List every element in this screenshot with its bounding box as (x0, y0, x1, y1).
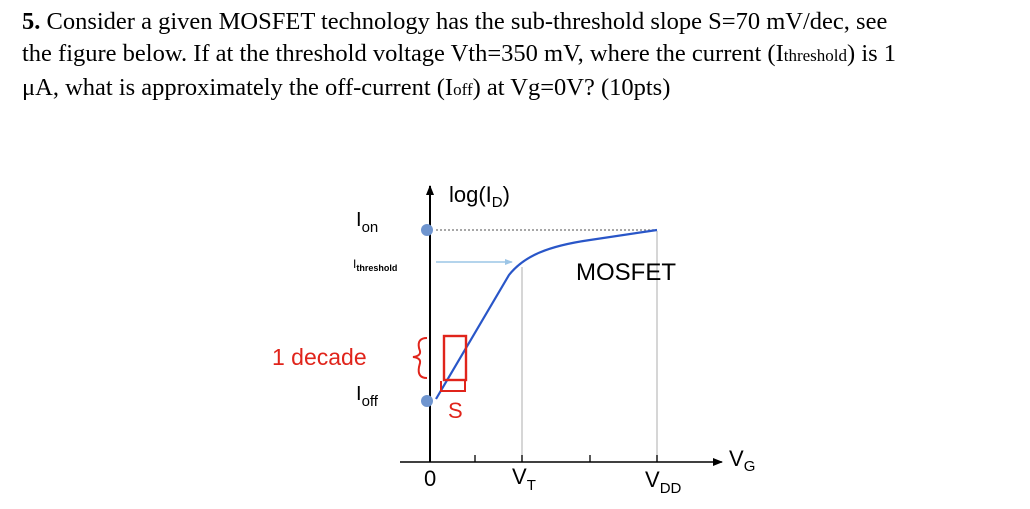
question-line-2: the figure below. If at the threshold vo… (22, 38, 1012, 72)
question-text: 5. Consider a given MOSFET technology ha… (22, 6, 1012, 106)
vt-label: VT (512, 464, 536, 494)
question-line-3-text-b: ) at Vg=0V? (10pts) (472, 74, 671, 101)
question-line-3-subscript: off (453, 80, 473, 99)
question-line-3: μA, what is approximately the off-curren… (22, 72, 1012, 106)
question-line-3-text-a: μA, what is approximately the off-curren… (22, 74, 454, 101)
one-decade-label: 1 decade (272, 344, 367, 370)
question-line-1: 5. Consider a given MOSFET technology ha… (22, 6, 1012, 38)
question-number: 5. (22, 8, 41, 35)
vdd-label: VDD (645, 467, 682, 497)
mosfet-curve-label: MOSFET (576, 259, 676, 286)
mosfet-curve (435, 228, 658, 400)
slope-s-label: S (448, 398, 463, 423)
ioff-marker (421, 395, 433, 407)
ion-marker (421, 224, 433, 236)
question-line-1-text: Consider a given MOSFET technology has t… (46, 8, 888, 35)
x-origin-label: 0 (424, 466, 436, 491)
question-line-2-text-b: ) is 1 (847, 40, 897, 67)
y-axis-label: log(ID) (449, 182, 510, 211)
question-line-2-text-a: the figure below. If at the threshold vo… (22, 40, 784, 67)
i-on-label: Ion (356, 209, 378, 236)
i-off-label: Ioff (356, 383, 379, 410)
i-threshold-label: Ithreshold (353, 257, 397, 273)
question-line-2-subscript: threshold (783, 46, 848, 65)
vg-label: VG (729, 446, 755, 475)
subthreshold-slope-annotation (412, 334, 468, 392)
